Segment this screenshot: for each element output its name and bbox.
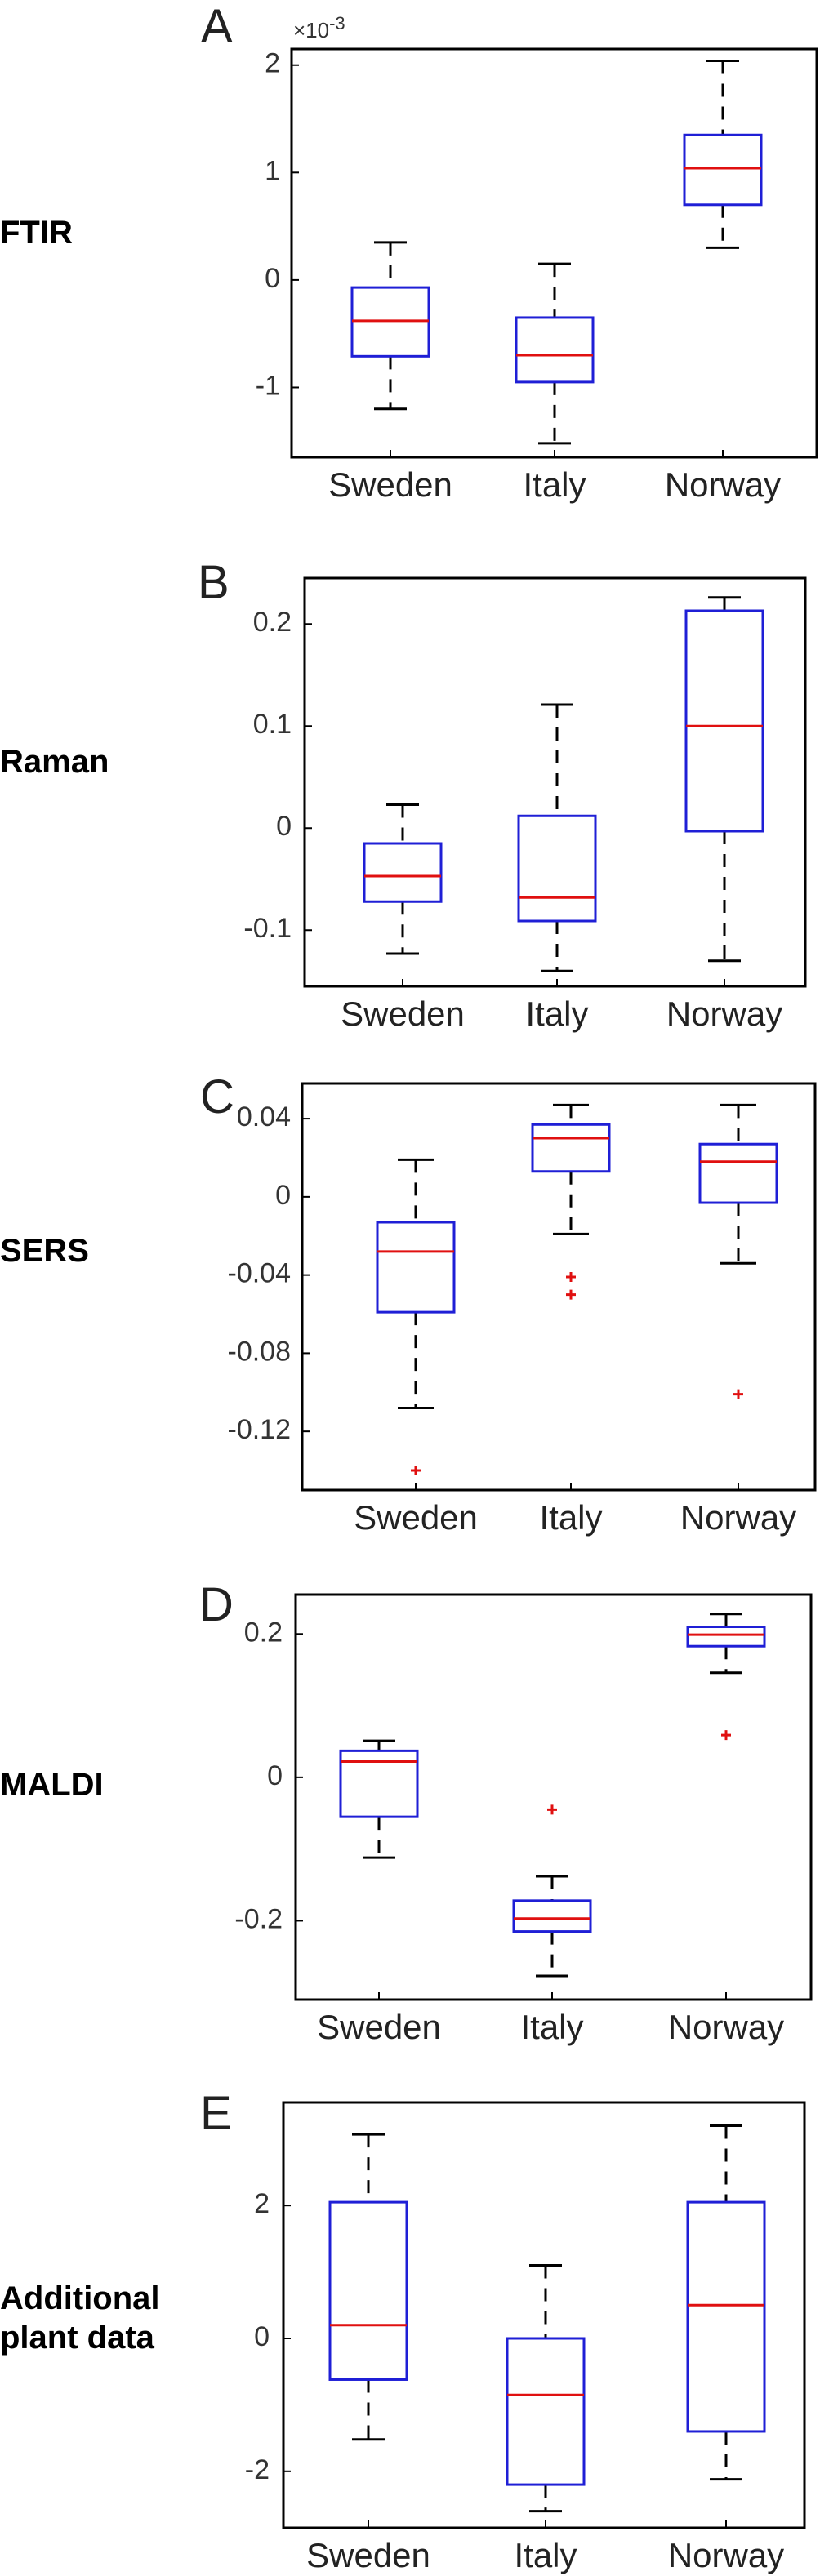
y-tick-label: 2 <box>254 2188 270 2219</box>
y-tick-label: -0.08 <box>228 1336 292 1367</box>
row-label: MALDI <box>0 1767 104 1803</box>
panel-letter: A <box>201 0 233 53</box>
outlier-marker <box>566 1272 576 1283</box>
box-italy <box>517 703 597 972</box>
y-tick-label: -2 <box>245 2454 270 2485</box>
scale-base: ×10 <box>293 18 329 42</box>
box-sweden <box>339 1739 419 1859</box>
panel-letter: C <box>200 1070 234 1123</box>
y-tick-label: 0 <box>267 1760 283 1791</box>
outlier-marker <box>733 1389 743 1399</box>
iqr-box <box>512 1899 592 1933</box>
row-label-line: Additional <box>0 2280 160 2316</box>
x-tick-label: Italy <box>523 465 586 504</box>
axes-frame <box>282 2101 806 2529</box>
panel-e: E Additional plant data -2 0 2 Sweden Italy Norw… <box>0 2087 806 2574</box>
row-label-line: plant data <box>0 2320 155 2356</box>
box-norway <box>683 59 763 249</box>
iqr-box <box>698 1142 778 1204</box>
scale-exponent: -3 <box>329 13 345 33</box>
y-tick-label: 0 <box>275 1180 291 1211</box>
iqr-box <box>686 2200 766 2433</box>
outlier-marker <box>721 1730 731 1741</box>
axes-frame <box>290 47 818 459</box>
y-tick-label: 0 <box>254 2321 270 2352</box>
box-italy <box>512 1804 592 1978</box>
x-tick-label: Sweden <box>341 994 465 1033</box>
axes-frame <box>301 1082 817 1492</box>
panel-d: D MALDI -0.2 0 0.2 Sweden Italy Norway <box>0 1578 813 2046</box>
iqr-box <box>506 2337 586 2486</box>
box-norway <box>686 1613 766 1741</box>
iqr-box <box>517 814 597 923</box>
iqr-box <box>328 2200 408 2381</box>
box-sweden <box>376 1158 456 1476</box>
iqr-box <box>683 133 763 207</box>
row-label: FTIR <box>0 215 73 251</box>
axes-frame <box>294 1593 813 2001</box>
panel-letter: B <box>198 556 230 609</box>
y-tick-label: -0.12 <box>228 1414 292 1445</box>
x-tick-label: Italy <box>525 994 588 1033</box>
row-label: SERS <box>0 1233 89 1269</box>
iqr-box <box>686 1626 766 1648</box>
x-tick-label: Sweden <box>317 2008 441 2046</box>
box-norway <box>698 1103 778 1399</box>
panel-b: B Raman -0.1 0 0.1 0.2 Sweden Italy Norway <box>0 556 807 1033</box>
y-tick-label: 0.2 <box>244 1617 283 1648</box>
box-italy <box>506 2263 586 2513</box>
y-tick-label: -1 <box>256 370 280 401</box>
y-tick-label: -0.1 <box>243 913 292 944</box>
panel-c: C SERS -0.12 -0.08 -0.04 0 0.04 Sweden Italy Norw… <box>0 1070 817 1537</box>
y-tick-label: 0 <box>276 811 292 842</box>
x-tick-label: Italy <box>514 2536 577 2574</box>
y-tick-label: 0.2 <box>253 607 292 638</box>
outlier-marker <box>547 1804 557 1815</box>
box-sweden <box>363 803 443 955</box>
iqr-box <box>376 1221 456 1314</box>
panel-a: A FTIR ×10-3 -1 0 1 2 Sweden Italy Norway <box>0 0 818 504</box>
y-tick-label: 0.04 <box>237 1101 291 1132</box>
box-sweden <box>350 241 430 411</box>
x-tick-label: Norway <box>668 2008 784 2046</box>
x-tick-label: Sweden <box>354 1498 478 1537</box>
y-tick-label: 2 <box>265 48 280 79</box>
x-tick-label: Norway <box>665 465 781 504</box>
panel-letter: D <box>199 1578 234 1631</box>
outlier-marker <box>411 1466 421 1476</box>
panel-letter: E <box>200 2087 232 2140</box>
box-italy <box>515 262 595 445</box>
row-label: Additional plant data <box>0 2280 160 2356</box>
x-tick-label: Norway <box>680 1498 796 1537</box>
box-norway <box>686 2124 766 2481</box>
y-tick-label: -0.2 <box>234 1903 283 1934</box>
x-tick-label: Sweden <box>306 2536 430 2574</box>
iqr-box <box>515 316 595 384</box>
box-norway <box>684 596 764 963</box>
row-label: Raman <box>0 744 109 780</box>
x-tick-label: Norway <box>666 994 782 1033</box>
iqr-box <box>363 842 443 903</box>
iqr-box <box>339 1749 419 1818</box>
box-sweden <box>328 2133 408 2441</box>
y-tick-label: 1 <box>265 155 280 186</box>
x-tick-label: Italy <box>520 2008 583 2046</box>
scale-exponent-label: ×10-3 <box>293 13 345 42</box>
axes-frame <box>303 576 807 988</box>
y-tick-label: -0.04 <box>228 1258 292 1289</box>
y-tick-label: 0 <box>265 263 280 294</box>
x-tick-label: Italy <box>539 1498 602 1537</box>
x-tick-label: Sweden <box>328 465 452 504</box>
outlier-marker <box>566 1289 576 1300</box>
iqr-box <box>531 1123 611 1173</box>
y-tick-label: 0.1 <box>253 709 292 740</box>
box-italy <box>531 1103 611 1300</box>
iqr-box <box>684 609 764 833</box>
x-tick-label: Norway <box>668 2536 784 2574</box>
